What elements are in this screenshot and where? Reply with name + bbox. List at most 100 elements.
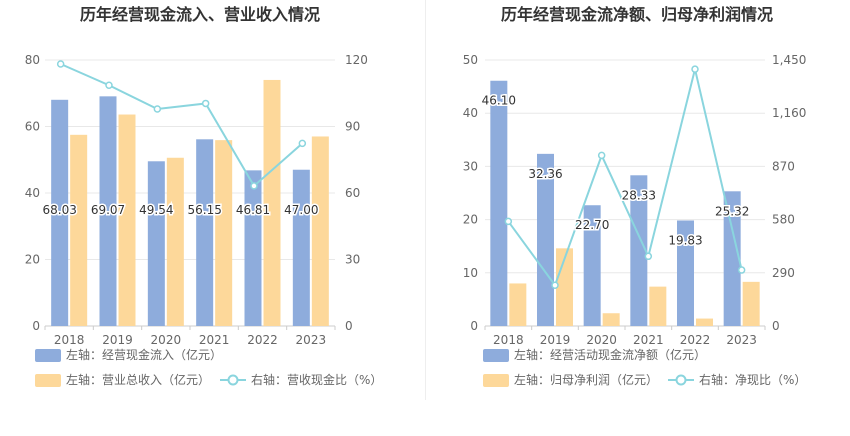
bar-cash-inflow bbox=[196, 139, 214, 326]
ratio-point bbox=[691, 65, 699, 73]
right-axis-tick: 0 bbox=[772, 319, 780, 333]
bar-value-label: 22.70 bbox=[575, 218, 609, 232]
bar-value-label: 69.07 bbox=[91, 203, 125, 217]
x-axis-tick: 2020 bbox=[586, 333, 617, 347]
bar-value-label: 46.10 bbox=[482, 94, 516, 108]
right-axis-tick: 30 bbox=[345, 253, 360, 267]
right-axis-tick: 0 bbox=[345, 319, 353, 333]
left-axis-tick: 60 bbox=[25, 120, 40, 134]
left-axis-tick: 0 bbox=[32, 319, 40, 333]
left-axis-tick: 30 bbox=[463, 159, 478, 173]
x-axis-tick: 2019 bbox=[540, 333, 571, 347]
legend-label: 左轴：经营活动现金流净额（亿元） bbox=[514, 347, 706, 362]
left-axis-tick: 50 bbox=[463, 53, 478, 67]
x-axis-tick: 2021 bbox=[199, 333, 230, 347]
right-axis-tick: 870 bbox=[772, 159, 795, 173]
bar-value-label: 25.32 bbox=[715, 204, 749, 218]
x-axis-tick: 2018 bbox=[493, 333, 524, 347]
bar-net-profit bbox=[649, 286, 667, 326]
bar-cash-inflow bbox=[147, 161, 165, 326]
x-axis-tick: 2018 bbox=[54, 333, 85, 347]
left-axis-tick: 10 bbox=[463, 266, 478, 280]
bar-value-label: 49.54 bbox=[139, 203, 173, 217]
legend-swatch-marker bbox=[675, 374, 687, 386]
x-axis-tick: 2022 bbox=[247, 333, 278, 347]
ratio-point bbox=[551, 281, 559, 290]
bar-value-label: 68.03 bbox=[42, 203, 76, 217]
bar-cash-inflow bbox=[51, 99, 69, 326]
ratio-point bbox=[504, 217, 513, 226]
legend-swatch bbox=[483, 374, 509, 387]
x-axis-tick: 2023 bbox=[296, 333, 327, 347]
left-axis-tick: 80 bbox=[25, 53, 40, 67]
bar-cash-inflow bbox=[292, 169, 310, 326]
ratio-point bbox=[56, 60, 65, 68]
bar-cash-inflow bbox=[99, 96, 117, 326]
ratio-point bbox=[597, 151, 606, 160]
bar-value-label: 56.15 bbox=[187, 203, 221, 217]
right-axis-tick: 580 bbox=[772, 213, 795, 227]
legend-label: 右轴：净现比（%） bbox=[699, 372, 806, 387]
bar-cash-inflow bbox=[244, 170, 262, 326]
x-axis-tick: 2019 bbox=[102, 333, 133, 347]
bar-net-cash-flow bbox=[677, 220, 694, 326]
bar-net-cash-flow bbox=[630, 175, 648, 326]
ratio-point bbox=[644, 252, 653, 261]
x-axis-tick: 2022 bbox=[680, 333, 711, 347]
ratio-point bbox=[298, 139, 307, 148]
right-axis-tick: 120 bbox=[345, 53, 368, 67]
bar-net-profit bbox=[602, 313, 620, 326]
bar-revenue bbox=[166, 157, 184, 326]
bar-value-label: 46.81 bbox=[236, 203, 270, 217]
legend-swatch bbox=[483, 349, 509, 362]
bar-value-label: 47.00 bbox=[284, 203, 318, 217]
bar-net-profit bbox=[509, 283, 527, 326]
chart-title: 历年经营现金流入、营业收入情况 bbox=[80, 5, 320, 24]
bar-net-cash-flow bbox=[723, 191, 741, 326]
right-axis-tick: 1,160 bbox=[772, 106, 806, 120]
bar-revenue bbox=[70, 134, 88, 326]
left-axis-tick: 40 bbox=[463, 106, 478, 120]
legend-label: 左轴：营业总收入（亿元） bbox=[66, 372, 210, 387]
right-axis-tick: 90 bbox=[345, 120, 360, 134]
left-axis-tick: 20 bbox=[463, 213, 478, 227]
legend-swatch bbox=[35, 374, 61, 387]
bar-revenue bbox=[263, 79, 281, 326]
legend-swatch bbox=[35, 349, 61, 362]
ratio-point bbox=[105, 81, 113, 90]
right-axis-tick: 1,450 bbox=[772, 53, 806, 67]
x-axis-tick: 2021 bbox=[633, 333, 664, 347]
panel-divider bbox=[425, 0, 426, 400]
legend-swatch-marker bbox=[227, 374, 239, 386]
bar-revenue bbox=[311, 136, 329, 326]
x-axis-tick: 2023 bbox=[726, 333, 757, 347]
ratio-point bbox=[250, 182, 258, 190]
left-axis-tick: 40 bbox=[25, 186, 40, 200]
ratio-point bbox=[201, 99, 210, 108]
legend-label: 左轴：经营现金流入（亿元） bbox=[66, 347, 222, 362]
bar-revenue bbox=[215, 140, 233, 326]
bar-value-label: 32.36 bbox=[528, 167, 562, 181]
bar-net-profit bbox=[742, 281, 760, 326]
ratio-point bbox=[153, 105, 162, 113]
right-axis-tick: 290 bbox=[772, 266, 795, 280]
bar-net-profit bbox=[696, 318, 713, 326]
left-axis-tick: 20 bbox=[25, 253, 40, 267]
ratio-point bbox=[737, 266, 746, 274]
x-axis-tick: 2020 bbox=[151, 333, 182, 347]
bar-net-cash-flow bbox=[537, 153, 554, 326]
bar-value-label: 19.83 bbox=[668, 234, 702, 248]
bar-net-cash-flow bbox=[490, 80, 508, 326]
right-axis-tick: 60 bbox=[345, 186, 360, 200]
legend-label: 右轴：营收现金比（%） bbox=[251, 372, 382, 387]
bar-net-cash-flow bbox=[583, 205, 601, 326]
chart-title: 历年经营现金流净额、归母净利润情况 bbox=[501, 5, 773, 24]
bar-revenue bbox=[118, 114, 136, 326]
ratio-line bbox=[507, 68, 743, 288]
left-axis-tick: 0 bbox=[470, 319, 478, 333]
legend-label: 左轴：归母净利润（亿元） bbox=[514, 372, 658, 387]
bar-value-label: 28.33 bbox=[622, 188, 656, 202]
ratio-line bbox=[60, 63, 303, 188]
